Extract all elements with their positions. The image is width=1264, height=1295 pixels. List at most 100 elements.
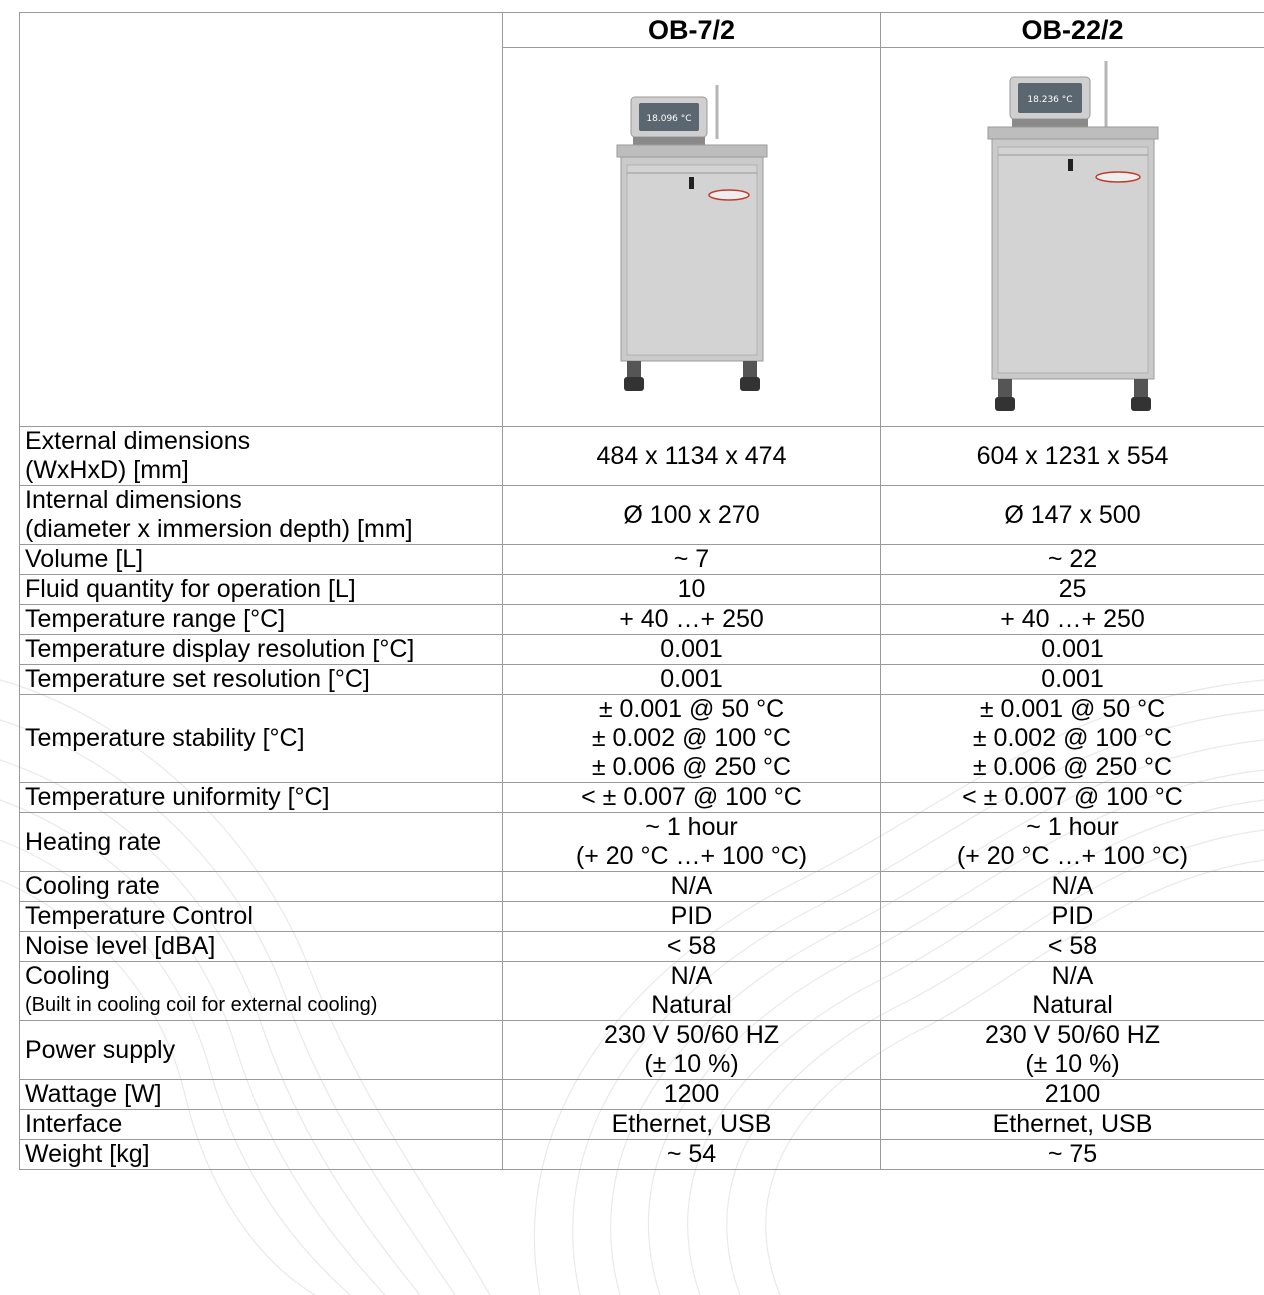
image-row: 18.096 °C — [20, 47, 1264, 427]
spec-value-model-2: + 40 …+ 250 — [880, 604, 1264, 635]
spec-row: Temperature Control PID PID — [19, 901, 1264, 932]
spec-label-line: Weight [kg] — [25, 1140, 150, 1168]
spec-value-model-1: N/A Natural — [502, 961, 881, 1021]
model-1-heading: OB-7/2 — [502, 12, 881, 48]
spec-label: External dimensions (WxHxD) [mm] — [19, 426, 503, 486]
spec-label: Temperature uniformity [°C] — [19, 782, 503, 813]
spec-value-model-1: < ± 0.007 @ 100 °C — [502, 782, 881, 813]
spec-value-model-2-line: ~ 22 — [1047, 545, 1098, 573]
spec-value-model-1-line: N/A — [670, 962, 713, 990]
spec-value-model-1-line: N/A — [670, 872, 713, 900]
spec-label: Temperature range [°C] — [19, 604, 503, 635]
spec-value-model-1: ~ 7 — [502, 544, 881, 575]
spec-value-model-2-line: ~ 75 — [1047, 1140, 1098, 1168]
spec-label-line: External dimensions — [25, 427, 251, 455]
display-1-text: 18.096 °C — [646, 114, 691, 124]
spec-row: Heating rate ~ 1 hour (+ 20 °C …+ 100 °C) ~… — [19, 812, 1264, 872]
spec-value-model-1: ~ 54 — [502, 1139, 881, 1170]
spec-label-line: Power supply — [25, 1035, 176, 1064]
spec-value-model-1: 10 — [502, 574, 881, 605]
spec-value-model-2: 0.001 — [880, 664, 1264, 695]
spec-value-model-2-line: < ± 0.007 @ 100 °C — [962, 783, 1183, 811]
spec-value-model-1: Ø 100 x 270 — [502, 485, 881, 545]
spec-value-model-1-line: ± 0.006 @ 250 °C — [591, 753, 792, 781]
spec-value-model-2: < ± 0.007 @ 100 °C — [880, 782, 1264, 813]
spec-value-model-2: 2100 — [880, 1079, 1264, 1110]
spec-label: Cooling (Built in cooling coil for extern… — [19, 961, 503, 1021]
spec-label: Internal dimensions (diameter x immersion… — [19, 485, 503, 545]
spec-label-line: Temperature stability [°C] — [25, 724, 305, 752]
spec-label: Temperature Control — [19, 901, 503, 932]
spec-label-line: Heating rate — [25, 827, 162, 856]
spec-value-model-1-line: 1200 — [663, 1080, 720, 1108]
spec-label-line: Cooling rate — [25, 872, 160, 900]
spec-value-model-2-line: < 58 — [1047, 932, 1098, 960]
spec-label: Temperature set resolution [°C] — [19, 664, 503, 695]
spec-value-model-1-line: (+ 20 °C …+ 100 °C) — [575, 842, 808, 870]
spec-row: Cooling rate N/A N/A — [19, 871, 1264, 902]
spec-row: External dimensions (WxHxD) [mm] 484 x 113… — [19, 426, 1264, 486]
spec-value-model-1-line: Ø 100 x 270 — [623, 500, 760, 529]
spec-value-model-1: 484 x 1134 x 474 — [502, 426, 881, 486]
spec-label: Cooling rate — [19, 871, 503, 902]
spec-value-model-2: 604 x 1231 x 554 — [880, 426, 1264, 486]
spec-value-model-2: 25 — [880, 574, 1264, 605]
spec-value-model-1-line: ~ 1 hour — [645, 813, 738, 841]
spec-value-model-2-line: (± 10 %) — [1025, 1050, 1120, 1078]
spec-label: Temperature display resolution [°C] — [19, 634, 503, 665]
spec-label: Fluid quantity for operation [L] — [19, 574, 503, 605]
spec-value-model-1-line: Ethernet, USB — [611, 1110, 772, 1138]
spec-value-model-1-line: 484 x 1134 x 474 — [596, 441, 787, 470]
spec-value-model-2-line: N/A — [1051, 962, 1094, 990]
spec-table: OB-7/2 OB-22/2 18.096 °C — [19, 12, 1264, 1170]
spec-label-line: Volume [L] — [25, 545, 144, 573]
spec-row: Fluid quantity for operation [L] 10 25 — [19, 574, 1264, 605]
spec-label: Volume [L] — [19, 544, 503, 575]
spec-value-model-2: Ethernet, USB — [880, 1109, 1264, 1140]
spec-value-model-1: 0.001 — [502, 664, 881, 695]
header-row: OB-7/2 OB-22/2 — [19, 12, 1264, 427]
spec-label: Power supply — [19, 1020, 503, 1080]
spec-value-model-2-line: Ethernet, USB — [992, 1110, 1153, 1138]
spec-label-line: (WxHxD) [mm] — [25, 456, 189, 484]
spec-row: Weight [kg] ~ 54 ~ 75 — [19, 1139, 1264, 1170]
spec-label: Wattage [W] — [19, 1079, 503, 1110]
spec-row: Temperature display resolution [°C] 0.001… — [19, 634, 1264, 665]
bath-unit-large-icon: 18.236 °C — [987, 61, 1158, 411]
spec-value-model-1: PID — [502, 901, 881, 932]
spec-value-model-2-line: Ø 147 x 500 — [1004, 500, 1141, 529]
spec-label: Heating rate — [19, 812, 503, 872]
spec-value-model-1-line: PID — [670, 902, 713, 930]
spec-rows: External dimensions (WxHxD) [mm] 484 x 113… — [19, 426, 1264, 1170]
spec-value-model-2: ± 0.001 @ 50 °C ± 0.002 @ 100 °C ± 0.006 @… — [880, 694, 1264, 783]
spec-label: Weight [kg] — [19, 1139, 503, 1170]
model-2-image-cell: 18.236 °C — [880, 47, 1264, 427]
spec-value-model-2-line: 0.001 — [1041, 665, 1104, 693]
header-blank-cell — [19, 12, 503, 427]
spec-row: Volume [L] ~ 7 ~ 22 — [19, 544, 1264, 575]
spec-label-line: Cooling — [25, 962, 110, 990]
spec-value-model-2: N/A — [880, 871, 1264, 902]
spec-value-model-2: PID — [880, 901, 1264, 932]
spec-value-model-1: 0.001 — [502, 634, 881, 665]
spec-label-line: Temperature display resolution [°C] — [25, 635, 415, 663]
spec-label-line: (Built in cooling coil for external cool… — [25, 994, 378, 1016]
spec-value-model-1-line: < ± 0.007 @ 100 °C — [581, 783, 802, 811]
spec-value-model-1: < 58 — [502, 931, 881, 962]
spec-value-model-1-line: < 58 — [666, 932, 717, 960]
spec-value-model-2-line: 604 x 1231 x 554 — [976, 441, 1169, 470]
spec-row: Temperature range [°C] + 40 …+ 250 + 40 …+… — [19, 604, 1264, 635]
spec-value-model-1: ~ 1 hour (+ 20 °C …+ 100 °C) — [502, 812, 881, 872]
spec-label: Interface — [19, 1109, 503, 1140]
spec-value-model-2: ~ 75 — [880, 1139, 1264, 1170]
bath-unit-small-icon: 18.096 °C — [616, 85, 767, 391]
spec-value-model-2-line: 2100 — [1044, 1080, 1101, 1108]
spec-label-line: Fluid quantity for operation [L] — [25, 575, 356, 603]
spec-value-model-2-line: 25 — [1058, 575, 1087, 603]
spec-row: Cooling (Built in cooling coil for extern… — [19, 961, 1264, 1021]
spec-value-model-1-line: ± 0.002 @ 100 °C — [591, 724, 792, 752]
spec-value-model-2: Ø 147 x 500 — [880, 485, 1264, 545]
spec-value-model-2-line: 0.001 — [1041, 635, 1104, 663]
spec-value-model-2-line: (+ 20 °C …+ 100 °C) — [956, 842, 1189, 870]
spec-row: Internal dimensions (diameter x immersion… — [19, 485, 1264, 545]
